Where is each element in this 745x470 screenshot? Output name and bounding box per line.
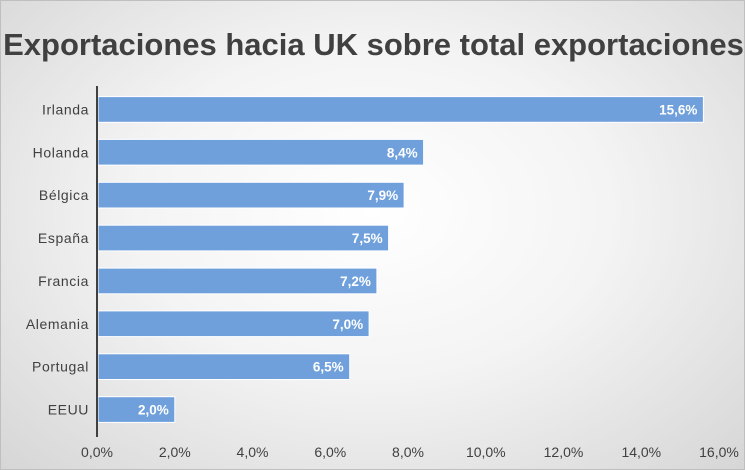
bar-6	[97, 310, 370, 338]
bar-2	[97, 138, 425, 166]
category-label: Francia	[38, 273, 89, 289]
bar-4	[97, 224, 390, 252]
x-tick-label: 8,0%	[392, 444, 424, 460]
x-tick-label: 0,0%	[81, 444, 113, 460]
bar-8	[97, 396, 176, 423]
category-label: EEUU	[48, 402, 89, 418]
x-tick-label: 14,0%	[621, 444, 661, 460]
category-label: Irlanda	[42, 101, 89, 117]
x-tick-label: 12,0%	[544, 444, 584, 460]
bar-1	[97, 96, 704, 123]
data-label: 15,6%	[659, 102, 697, 117]
x-tick-label: 16,0%	[699, 444, 739, 460]
category-label: Bélgica	[39, 187, 89, 203]
bar-5	[97, 267, 378, 295]
bar-3	[97, 181, 405, 209]
x-tick-label: 4,0%	[237, 444, 269, 460]
x-tick-label: 10,0%	[466, 444, 506, 460]
data-label: 7,5%	[352, 231, 383, 246]
data-label: 7,2%	[340, 274, 371, 289]
data-label: 7,0%	[332, 317, 363, 332]
data-label: 6,5%	[313, 360, 344, 375]
category-label: España	[38, 230, 89, 246]
data-label: 8,4%	[387, 145, 418, 160]
bar-7	[97, 353, 351, 380]
data-label: 7,9%	[367, 188, 398, 203]
x-tick-label: 2,0%	[159, 444, 191, 460]
category-label: Portugal	[32, 359, 89, 375]
x-tick-label: 6,0%	[314, 444, 346, 460]
chart-title: Exportaciones hacia UK sobre total expor…	[3, 27, 744, 62]
category-label: Alemania	[26, 316, 89, 332]
category-label: Holanda	[33, 144, 89, 160]
data-label: 2,0%	[138, 403, 169, 418]
